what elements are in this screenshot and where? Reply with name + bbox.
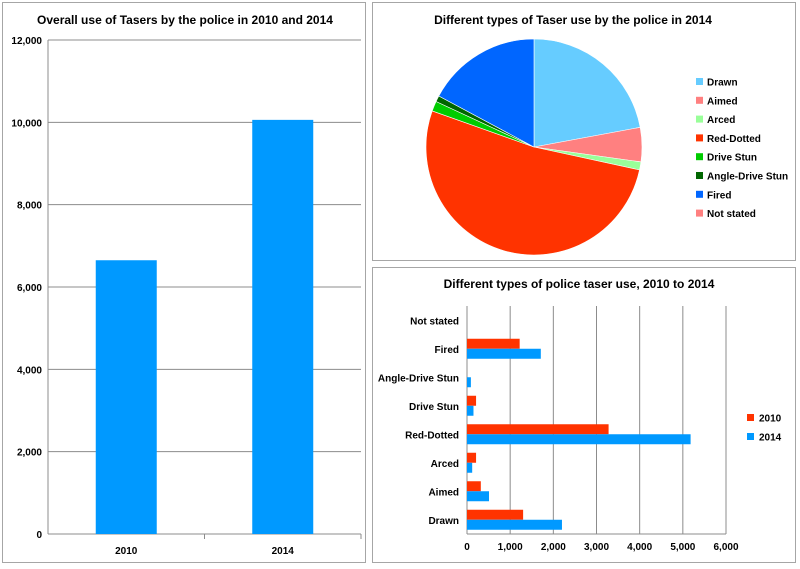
legend-swatch — [696, 78, 703, 85]
pie-slice-drawn — [533, 38, 641, 148]
bar-2014-fired — [467, 348, 541, 359]
y-tick-label: Arced — [431, 459, 459, 470]
y-tick-label: 2,000 — [17, 448, 42, 459]
x-tick-label: 4,000 — [627, 542, 652, 553]
y-tick-label: Red-Dotted — [405, 430, 459, 441]
legend-swatch — [696, 153, 703, 161]
taser-types-pie-chart: Different types of Taser use by the poli… — [425, 13, 788, 256]
bar-2010-red-dotted — [467, 424, 609, 435]
y-tick-label: Not stated — [410, 316, 459, 327]
y-tick-label: 8,000 — [17, 201, 42, 212]
y-tick-label: 4,000 — [17, 365, 42, 376]
bar-2010-drawn — [467, 509, 524, 520]
legend-label: Drive Stun — [707, 153, 757, 164]
bar-2010-fired — [467, 338, 520, 349]
taser-types-pie-panel: Different types of Taser use by the poli… — [372, 2, 796, 261]
taser-types-by-year-panel: Different types of police taser use, 201… — [372, 267, 796, 563]
pie-slice-fired — [438, 38, 535, 148]
bar-2014-arced — [467, 462, 473, 473]
legend-swatch — [696, 190, 703, 198]
bar-2014-red-dotted — [467, 434, 691, 445]
y-tick-label: 10,000 — [11, 118, 42, 129]
y-tick-label: Drawn — [428, 516, 459, 527]
legend-swatch — [747, 433, 754, 440]
bar-2014-drawn — [467, 519, 562, 530]
y-tick-label: Fired — [435, 345, 459, 356]
y-tick-label: 0 — [36, 530, 42, 541]
legend-label: Arced — [707, 115, 735, 126]
x-tick-label: 2,000 — [541, 542, 566, 553]
legend-label: Not stated — [707, 209, 756, 220]
overall-use-chart-panel: Overall use of Tasers by the police in 2… — [2, 2, 366, 563]
x-tick-label: 6,000 — [713, 542, 738, 553]
y-tick-label: 6,000 — [17, 283, 42, 294]
legend-label: Red-Dotted — [707, 134, 761, 145]
x-tick-label: 2010 — [115, 546, 138, 557]
legend-swatch — [747, 414, 754, 421]
legend-label: Angle-Drive Stun — [707, 172, 788, 183]
y-tick-label: 12,000 — [11, 36, 42, 47]
x-tick-label: 5,000 — [670, 542, 695, 553]
legend-label: Fired — [707, 190, 731, 201]
bar-2010 — [95, 260, 157, 534]
bar-2010-arced — [467, 452, 477, 463]
legend-swatch — [696, 115, 703, 123]
legend-label: 2014 — [759, 433, 782, 444]
bar-2014-aimed — [467, 491, 490, 502]
bar-2010-drive-stun — [467, 395, 477, 406]
legend-label: Aimed — [707, 96, 738, 107]
x-tick-label: 0 — [464, 542, 470, 553]
bar-2010-aimed — [467, 481, 481, 492]
x-tick-label: 1,000 — [498, 542, 523, 553]
chart-title: Overall use of Tasers by the police in 2… — [37, 13, 333, 27]
legend-swatch — [696, 134, 703, 142]
y-tick-label: Drive Stun — [409, 402, 459, 413]
chart-title: Different types of Taser use by the poli… — [434, 13, 712, 27]
legend-label: Drawn — [707, 78, 738, 89]
y-tick-label: Aimed — [428, 487, 459, 498]
x-tick-label: 3,000 — [584, 542, 609, 553]
chart-title: Different types of police taser use, 201… — [444, 277, 715, 291]
taser-types-by-year-chart: Different types of police taser use, 201… — [378, 277, 782, 553]
overall-use-chart: Overall use of Tasers by the police in 2… — [11, 13, 362, 557]
bar-2014 — [252, 119, 314, 534]
y-tick-label: Angle-Drive Stun — [378, 373, 459, 384]
legend-swatch — [696, 96, 703, 104]
bar-2014-angle-drive-stun — [467, 377, 471, 388]
legend-label: 2010 — [759, 414, 782, 425]
legend-swatch — [696, 209, 703, 217]
bar-2014-drive-stun — [467, 405, 474, 416]
legend-swatch — [696, 172, 703, 179]
pie-slice-red-dotted — [425, 110, 640, 256]
x-tick-label: 2014 — [272, 546, 295, 557]
